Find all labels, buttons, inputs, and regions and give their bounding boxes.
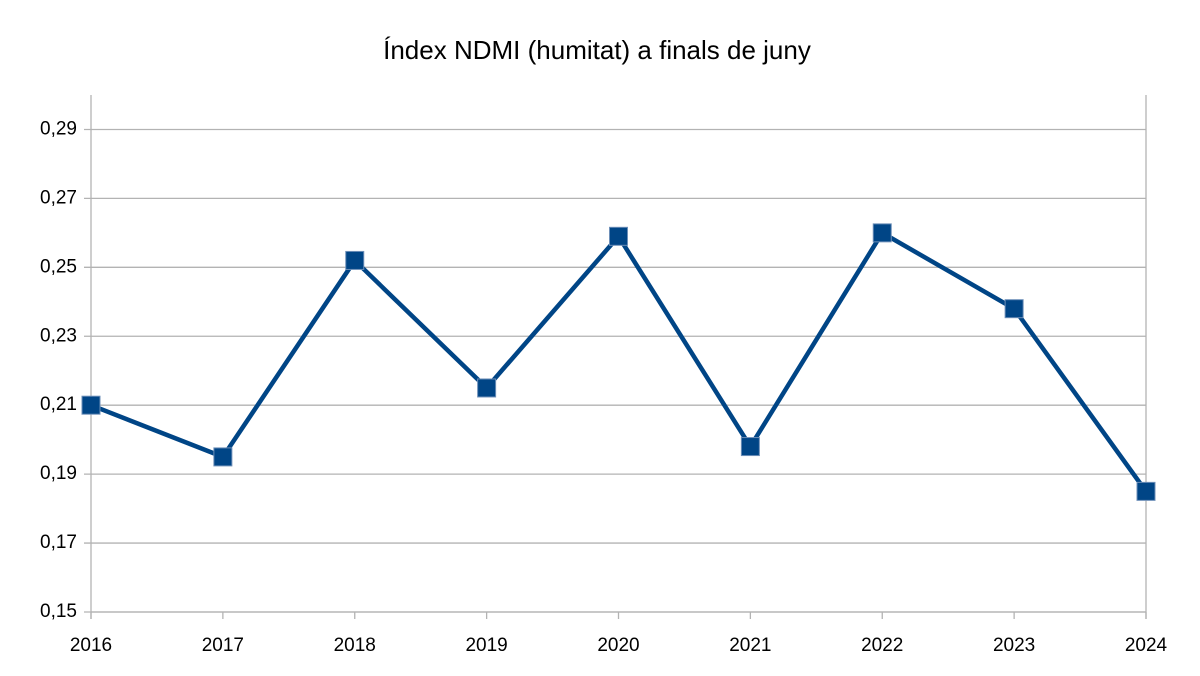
x-tick-label: 2023 — [993, 635, 1035, 656]
x-tick-label: 2021 — [729, 635, 771, 656]
x-tick-label: 2019 — [465, 635, 507, 656]
marker — [609, 226, 628, 246]
x-tick-label: 2020 — [597, 635, 639, 656]
x-tick-label: 2018 — [334, 635, 376, 656]
chart-title: Índex NDMI (humitat) a finals de juny — [383, 35, 811, 65]
y-tick-label: 0,17 — [40, 532, 77, 553]
y-tick-label: 0,27 — [40, 187, 77, 208]
y-tick-label: 0,25 — [40, 256, 77, 277]
y-tick-label: 0,23 — [40, 325, 77, 346]
marker — [872, 223, 892, 243]
x-tick-label: 2022 — [861, 635, 903, 656]
y-tick-label: 0,29 — [40, 118, 77, 139]
x-tick-label: 2024 — [1125, 635, 1168, 656]
y-tick-label: 0,15 — [40, 601, 77, 622]
marker — [345, 250, 365, 270]
y-tick-label: 0,21 — [40, 394, 77, 415]
marker — [213, 447, 233, 467]
x-tick-label: 2017 — [202, 635, 244, 656]
data-line — [90, 230, 1148, 493]
marker — [81, 395, 101, 415]
y-tick-label: 0,19 — [40, 463, 77, 484]
marker — [1004, 299, 1024, 319]
marker — [1136, 481, 1156, 501]
x-tick-label: 2016 — [70, 635, 112, 656]
marker — [477, 378, 497, 398]
marker — [740, 437, 760, 457]
